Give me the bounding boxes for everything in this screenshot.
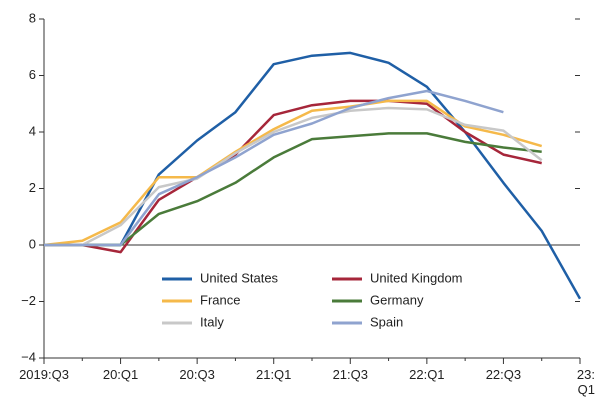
x-tick-label: 22:Q3 [485, 367, 522, 382]
x-tick-label: 2019:Q3 [19, 367, 69, 382]
series-line [44, 106, 543, 247]
y-tick-label: 4 [29, 123, 36, 138]
x-tick-label: 21:Q1 [255, 367, 292, 382]
series-line [44, 132, 542, 247]
x-tick-label: 20:Q3 [179, 367, 215, 382]
y-tick-label: 6 [29, 67, 36, 82]
x-tick-label: 23: Q1 [576, 367, 595, 397]
legend-label: Spain [370, 314, 403, 329]
y-tick-label: −2 [21, 293, 36, 308]
y-tick-label: 2 [29, 180, 36, 195]
x-tick-label: 20:Q1 [102, 367, 139, 382]
y-tick-label: 0 [29, 236, 36, 251]
legend-label: Italy [200, 314, 224, 329]
x-tick-label: 21:Q3 [332, 367, 368, 382]
y-tick-label: −4 [21, 349, 36, 364]
series-line [44, 99, 542, 254]
legend-label: Germany [370, 292, 424, 307]
x-tick-label: 22:Q1 [409, 367, 445, 382]
series-line [43, 99, 543, 247]
legend-label: France [200, 292, 240, 307]
legend-label: United Kingdom [370, 270, 463, 285]
series-line [44, 51, 582, 300]
legend-label: United States [200, 270, 279, 285]
y-tick-label: 8 [29, 10, 36, 25]
series-line [44, 89, 504, 247]
